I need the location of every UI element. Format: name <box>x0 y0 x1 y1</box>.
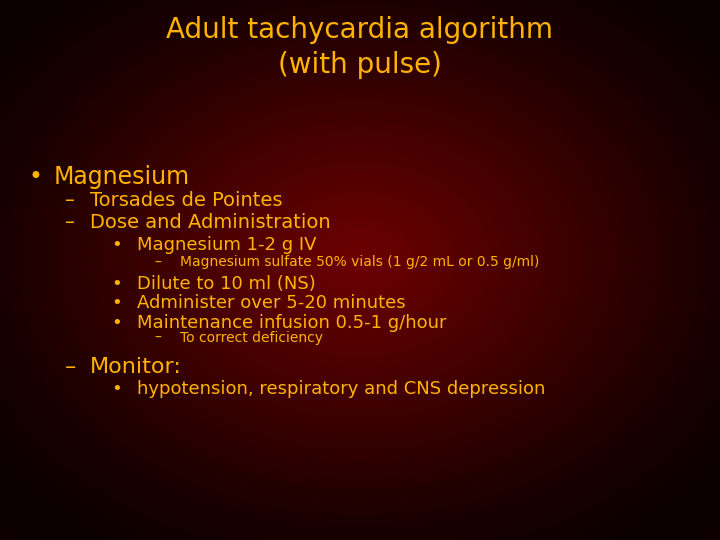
Circle shape <box>155 105 565 413</box>
Text: Maintenance infusion 0.5-1 g/hour: Maintenance infusion 0.5-1 g/hour <box>137 314 446 332</box>
Circle shape <box>107 70 613 449</box>
Circle shape <box>340 244 380 274</box>
Text: Adult tachycardia algorithm
(with pulse): Adult tachycardia algorithm (with pulse) <box>166 16 554 79</box>
Circle shape <box>4 0 716 526</box>
Circle shape <box>251 177 469 341</box>
Circle shape <box>148 100 572 418</box>
Circle shape <box>73 44 647 475</box>
Circle shape <box>264 187 456 331</box>
Circle shape <box>18 3 702 516</box>
Text: To correct deficiency: To correct deficiency <box>180 331 323 345</box>
Circle shape <box>94 59 626 459</box>
Circle shape <box>162 111 558 408</box>
Circle shape <box>210 146 510 372</box>
Text: Magnesium: Magnesium <box>54 165 190 188</box>
Text: Torsades de Pointes: Torsades de Pointes <box>90 191 282 210</box>
Circle shape <box>127 85 593 434</box>
Circle shape <box>176 121 544 397</box>
Text: •: • <box>112 294 122 312</box>
Text: •: • <box>112 236 122 254</box>
Circle shape <box>12 0 708 521</box>
Circle shape <box>196 136 524 382</box>
Circle shape <box>285 203 435 315</box>
Text: hypotension, respiratory and CNS depression: hypotension, respiratory and CNS depress… <box>137 380 545 397</box>
Text: Magnesium 1-2 g IV: Magnesium 1-2 g IV <box>137 236 316 254</box>
Circle shape <box>80 49 640 469</box>
Circle shape <box>25 8 695 510</box>
Circle shape <box>271 193 449 326</box>
Circle shape <box>39 18 681 500</box>
Text: –: – <box>155 255 162 269</box>
Circle shape <box>135 90 585 428</box>
Circle shape <box>326 234 394 285</box>
Circle shape <box>59 33 661 485</box>
Circle shape <box>292 208 428 310</box>
Text: •: • <box>112 380 122 397</box>
Text: Magnesium sulfate 50% vials (1 g/2 mL or 0.5 g/ml): Magnesium sulfate 50% vials (1 g/2 mL or… <box>180 255 539 269</box>
Circle shape <box>223 157 497 362</box>
Circle shape <box>299 213 421 305</box>
Circle shape <box>141 95 579 423</box>
Circle shape <box>217 152 503 367</box>
Text: –: – <box>65 191 75 210</box>
Text: •: • <box>112 275 122 293</box>
Circle shape <box>278 198 442 321</box>
Circle shape <box>230 162 490 356</box>
Circle shape <box>312 224 408 295</box>
Circle shape <box>53 29 667 490</box>
Circle shape <box>354 254 366 264</box>
Circle shape <box>305 218 415 300</box>
Text: Dose and Administration: Dose and Administration <box>90 213 330 232</box>
Text: –: – <box>65 213 75 232</box>
Circle shape <box>346 249 374 269</box>
Circle shape <box>86 54 634 464</box>
Circle shape <box>333 239 387 280</box>
Circle shape <box>32 13 688 505</box>
Text: –: – <box>155 331 162 345</box>
Circle shape <box>203 141 517 377</box>
Circle shape <box>168 116 552 403</box>
Circle shape <box>182 126 538 393</box>
Circle shape <box>258 183 462 336</box>
Circle shape <box>121 80 599 438</box>
Text: Administer over 5-20 minutes: Administer over 5-20 minutes <box>137 294 405 312</box>
Circle shape <box>114 75 606 444</box>
Text: –: – <box>65 357 76 377</box>
Circle shape <box>100 64 620 454</box>
Text: Monitor:: Monitor: <box>90 357 182 377</box>
Circle shape <box>66 39 654 480</box>
Circle shape <box>45 23 675 495</box>
Text: •: • <box>112 314 122 332</box>
Circle shape <box>237 167 483 352</box>
Circle shape <box>244 172 476 346</box>
Circle shape <box>319 228 401 290</box>
Text: Dilute to 10 ml (NS): Dilute to 10 ml (NS) <box>137 275 315 293</box>
